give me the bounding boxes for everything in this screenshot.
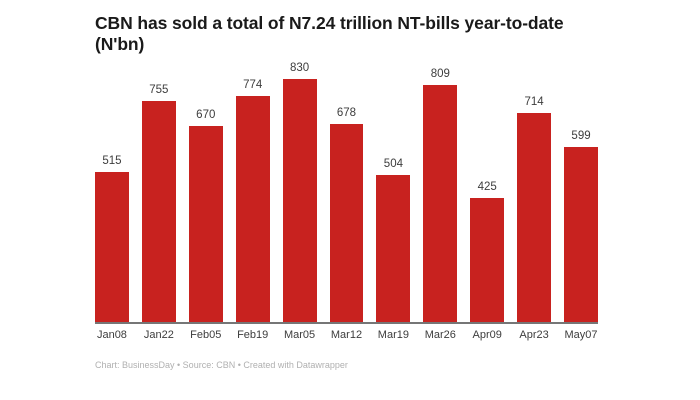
- chart-title-line-1: CBN has sold a total of N7.24 trillion N…: [95, 13, 564, 33]
- x-axis-tick-label: Apr23: [519, 329, 549, 341]
- x-axis-labels: Jan08 Jan22 Feb05 Feb19 Mar05 Mar12 Mar19 Mar26…: [95, 328, 598, 343]
- bar-group[interactable]: 670: [188, 62, 223, 323]
- x-axis-tick-label: Mar19: [377, 329, 409, 341]
- x-axis-tick-label: Jan08: [96, 329, 127, 341]
- chart-header: CBN has sold a total of N7.24 trillion N…: [95, 13, 615, 55]
- bar[interactable]: [282, 79, 317, 323]
- x-axis-tick-label: Mar12: [330, 329, 363, 341]
- bar-group[interactable]: 774: [235, 62, 270, 323]
- x-axis-baseline: [95, 322, 598, 324]
- bar-value-label: 678: [336, 106, 357, 119]
- bar[interactable]: [376, 174, 411, 323]
- bar-group[interactable]: 830: [282, 62, 317, 323]
- bars-row: 515 755 670 774 830 678 504 809 425 714 599: [95, 62, 598, 323]
- chart-footer-credit: Chart: BusinessDay • Source: CBN • Creat…: [95, 360, 348, 370]
- bar[interactable]: [188, 126, 223, 323]
- x-axis-tick-label: Jan22: [143, 329, 174, 341]
- bar-group[interactable]: 714: [517, 62, 552, 323]
- bar[interactable]: [329, 123, 364, 323]
- bar-group[interactable]: 755: [141, 62, 176, 323]
- bar-group[interactable]: 809: [423, 62, 458, 323]
- x-axis-tick-label: Apr09: [472, 329, 502, 341]
- bar-group[interactable]: 678: [329, 62, 364, 323]
- bar-group[interactable]: 515: [95, 62, 129, 323]
- bar-value-label: 774: [243, 78, 263, 91]
- bar-value-label: 755: [149, 84, 169, 96]
- plot-area: 515 755 670 774 830 678 504 809 425 714 599: [95, 62, 598, 323]
- bar-group[interactable]: 425: [470, 62, 505, 323]
- x-axis-tick-label: Mar05: [283, 329, 316, 341]
- chart-title-line-2: (N'bn): [95, 34, 145, 54]
- bar-value-label: 504: [383, 157, 403, 170]
- bar-value-label: 714: [524, 96, 544, 109]
- bar-value-label: 599: [571, 129, 591, 142]
- bar-value-label: 515: [102, 154, 122, 167]
- bar-value-label: 809: [430, 68, 450, 81]
- x-axis-tick-label: Feb05: [190, 329, 222, 341]
- bar-group[interactable]: 599: [564, 62, 598, 323]
- bar[interactable]: [95, 171, 129, 323]
- page-title: CBN has sold a total of N7.24 trillion N…: [95, 13, 615, 55]
- bar-group[interactable]: 504: [376, 62, 411, 323]
- x-axis-tick-label: Feb19: [237, 329, 269, 341]
- bar[interactable]: [517, 113, 552, 323]
- bar[interactable]: [564, 146, 598, 323]
- bar-value-label: 425: [477, 181, 497, 194]
- bar[interactable]: [235, 95, 270, 323]
- x-axis-tick-label: May07: [564, 329, 598, 341]
- bar-value-label: 830: [289, 62, 310, 74]
- bar[interactable]: [141, 101, 176, 323]
- bar[interactable]: [470, 198, 505, 323]
- x-axis-tick-label: Mar26: [424, 329, 456, 341]
- bar-value-label: 670: [196, 109, 216, 121]
- bar[interactable]: [423, 85, 458, 323]
